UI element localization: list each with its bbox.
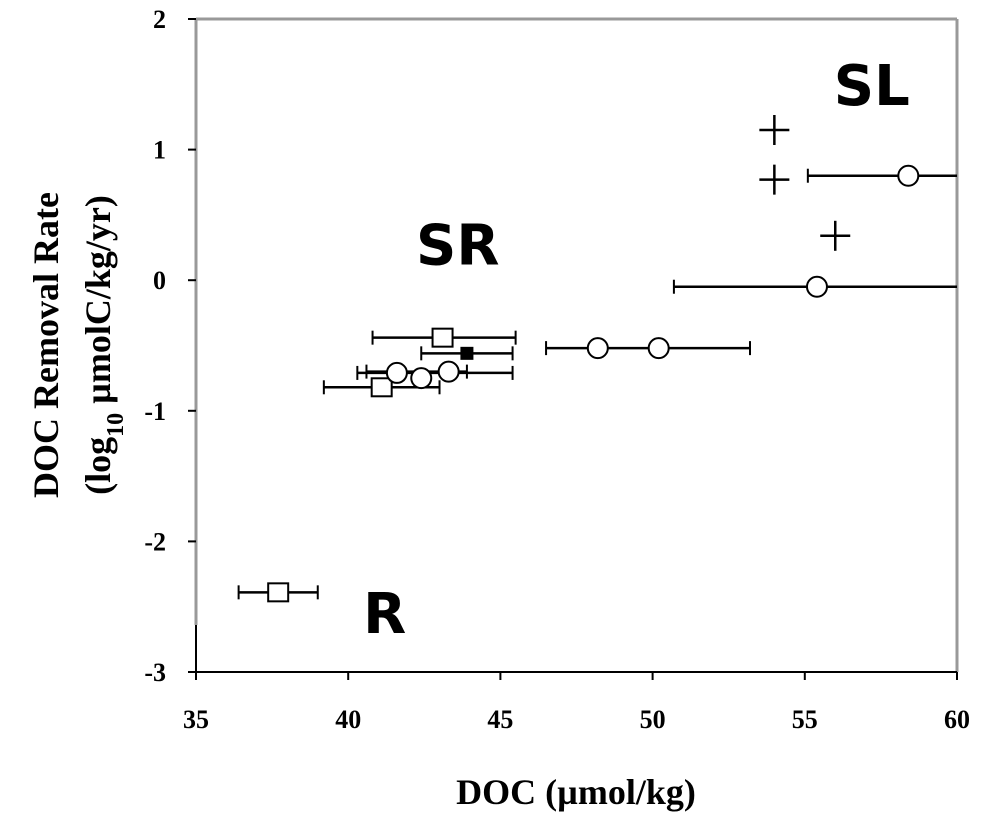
axis-ticks <box>188 18 958 680</box>
x-tick-label-4: 55 <box>792 705 818 734</box>
marker-plus-1 <box>759 164 790 195</box>
marker-circle-3 <box>586 337 609 360</box>
data-markers <box>267 115 920 603</box>
marker-plus-0 <box>759 115 790 146</box>
x-tick-label-3: 50 <box>640 705 666 734</box>
marker-circle-5 <box>805 275 828 298</box>
y-tick-label-3: 0 <box>153 266 166 295</box>
error-bar-2-6 <box>806 168 957 183</box>
y-axis-title-suffix: µmolC/kg/yr) <box>78 195 118 413</box>
marker-circle-1 <box>410 367 433 390</box>
marker-plus-2 <box>820 220 851 251</box>
group-label-r: R <box>363 582 406 647</box>
x-tick-label-2: 45 <box>487 705 513 734</box>
marker-circle-4 <box>647 337 670 360</box>
marker-square-2 <box>267 582 290 603</box>
marker-filled-square-0 <box>460 346 474 360</box>
error-bars <box>237 168 957 600</box>
marker-circle-6 <box>897 164 920 187</box>
marker-square-1 <box>370 377 393 398</box>
y-tick-label-0: -3 <box>144 658 166 687</box>
group-labels: SL SR R <box>363 54 910 647</box>
y-tick-label-5: 2 <box>153 5 166 34</box>
y-axis-title-line1: DOC Removal Rate <box>26 192 66 498</box>
y-tick-label-2: -1 <box>144 397 166 426</box>
y-tick-label-1: -2 <box>144 527 166 556</box>
marker-square-0 <box>431 327 454 348</box>
y-axis-title-subscript: 10 <box>103 413 129 437</box>
marker-circle-0 <box>385 361 408 384</box>
tick-labels: 35 40 45 50 55 60 -3 -2 -1 0 1 2 <box>144 5 970 734</box>
x-tick-label-0: 35 <box>183 705 209 734</box>
group-label-sl: SL <box>834 54 910 119</box>
y-axis-title-line2: (log10 µmolC/kg/yr) <box>78 195 129 495</box>
y-tick-label-4: 1 <box>153 136 166 165</box>
x-axis-title: DOC (µmol/kg) <box>456 772 696 812</box>
group-label-sr: SR <box>416 214 499 279</box>
y-axis-title-prefix: (log <box>78 437 118 495</box>
marker-circle-2 <box>437 360 460 383</box>
x-tick-label-1: 40 <box>335 705 361 734</box>
error-bar-2-0 <box>356 365 514 380</box>
x-tick-label-5: 60 <box>944 705 970 734</box>
